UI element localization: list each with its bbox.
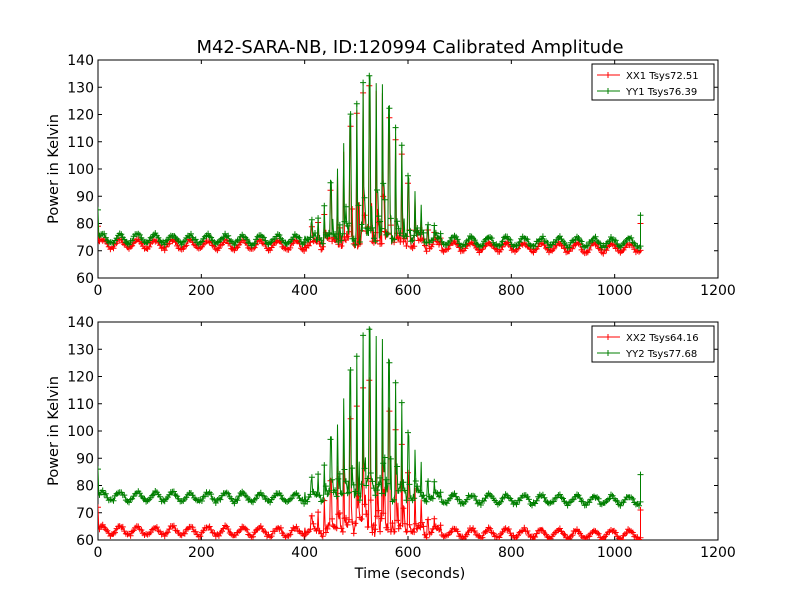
y-tick-label: 140 (67, 53, 94, 69)
series-markers (98, 326, 644, 509)
x-tick-label: 600 (395, 545, 422, 561)
y-tick-label: 110 (67, 135, 94, 151)
x-tick-label: 1000 (597, 545, 633, 561)
y-tick-label: 100 (67, 424, 94, 440)
legend-label: XX2 Tsys64.16 (626, 333, 699, 344)
y-tick-label: 60 (76, 533, 94, 549)
y-tick-label: 80 (76, 217, 94, 233)
y-tick-label: 90 (76, 451, 94, 467)
y-tick-label: 80 (76, 479, 94, 495)
series-markers (98, 72, 644, 251)
legend: XX2 Tsys64.16 YY2 Tsys77.68 (591, 325, 715, 363)
x-tick-label: 0 (94, 283, 103, 299)
x-tick-label: 0 (94, 545, 103, 561)
legend-box (591, 63, 715, 101)
x-tick-label: 800 (498, 545, 525, 561)
legend-marker (605, 72, 611, 78)
y-tick-label: 140 (67, 315, 94, 331)
y-tick-label: 130 (67, 80, 94, 96)
y-tick-label: 60 (76, 271, 94, 287)
legend-marker (605, 88, 611, 94)
x-axis-label: Time (seconds) (354, 566, 466, 582)
panels-group: 0 200 400 600 800 1000 12006070809010011012013… (46, 53, 736, 561)
series-yy (98, 326, 644, 509)
y-tick-label: 70 (76, 244, 94, 260)
y-tick-label: 130 (67, 342, 94, 358)
legend-label: XX1 Tsys72.51 (626, 71, 699, 82)
x-tick-label: 200 (188, 545, 215, 561)
y-tick-label: 120 (67, 370, 94, 386)
plot-area (98, 326, 644, 540)
x-tick-label: 1000 (597, 283, 633, 299)
x-tick-label: 200 (188, 283, 215, 299)
y-tick-label: 90 (76, 189, 94, 205)
chart-panel-2: 0 200 400 600 800 1000 1200 60 70 80 90 100 110 120 13… (46, 315, 736, 561)
plot-area (98, 72, 644, 257)
x-tick-label: 800 (498, 283, 525, 299)
legend-marker (605, 350, 611, 356)
chart-panel-1: 0 200 400 600 800 1000 1200 60 70 80 90 100 110 120 13… (46, 53, 736, 299)
y-axis-label: Power in Kelvin (46, 114, 62, 224)
x-tick-label: 400 (291, 283, 318, 299)
y-tick-label: 100 (67, 162, 94, 178)
series-markers (98, 377, 644, 540)
x-tick-label: 400 (291, 545, 318, 561)
legend-marker (605, 334, 611, 340)
x-tick-label: 600 (395, 283, 422, 299)
legend-box (591, 325, 715, 363)
legend: XX1 Tsys72.51 YY1 Tsys76.39 (591, 63, 715, 101)
x-tick-label: 1200 (700, 283, 736, 299)
legend-label: YY1 Tsys76.39 (625, 87, 697, 98)
x-tick-label: 1200 (700, 545, 736, 561)
y-axis-label: Power in Kelvin (46, 376, 62, 486)
y-tick-label: 110 (67, 397, 94, 413)
y-tick-label: 70 (76, 506, 94, 522)
legend-label: YY2 Tsys77.68 (625, 349, 697, 360)
series-yy (98, 72, 644, 251)
y-tick-label: 120 (67, 108, 94, 124)
chart-title: M42-SARA-NB, ID:120994 Calibrated Amplit… (196, 37, 623, 58)
